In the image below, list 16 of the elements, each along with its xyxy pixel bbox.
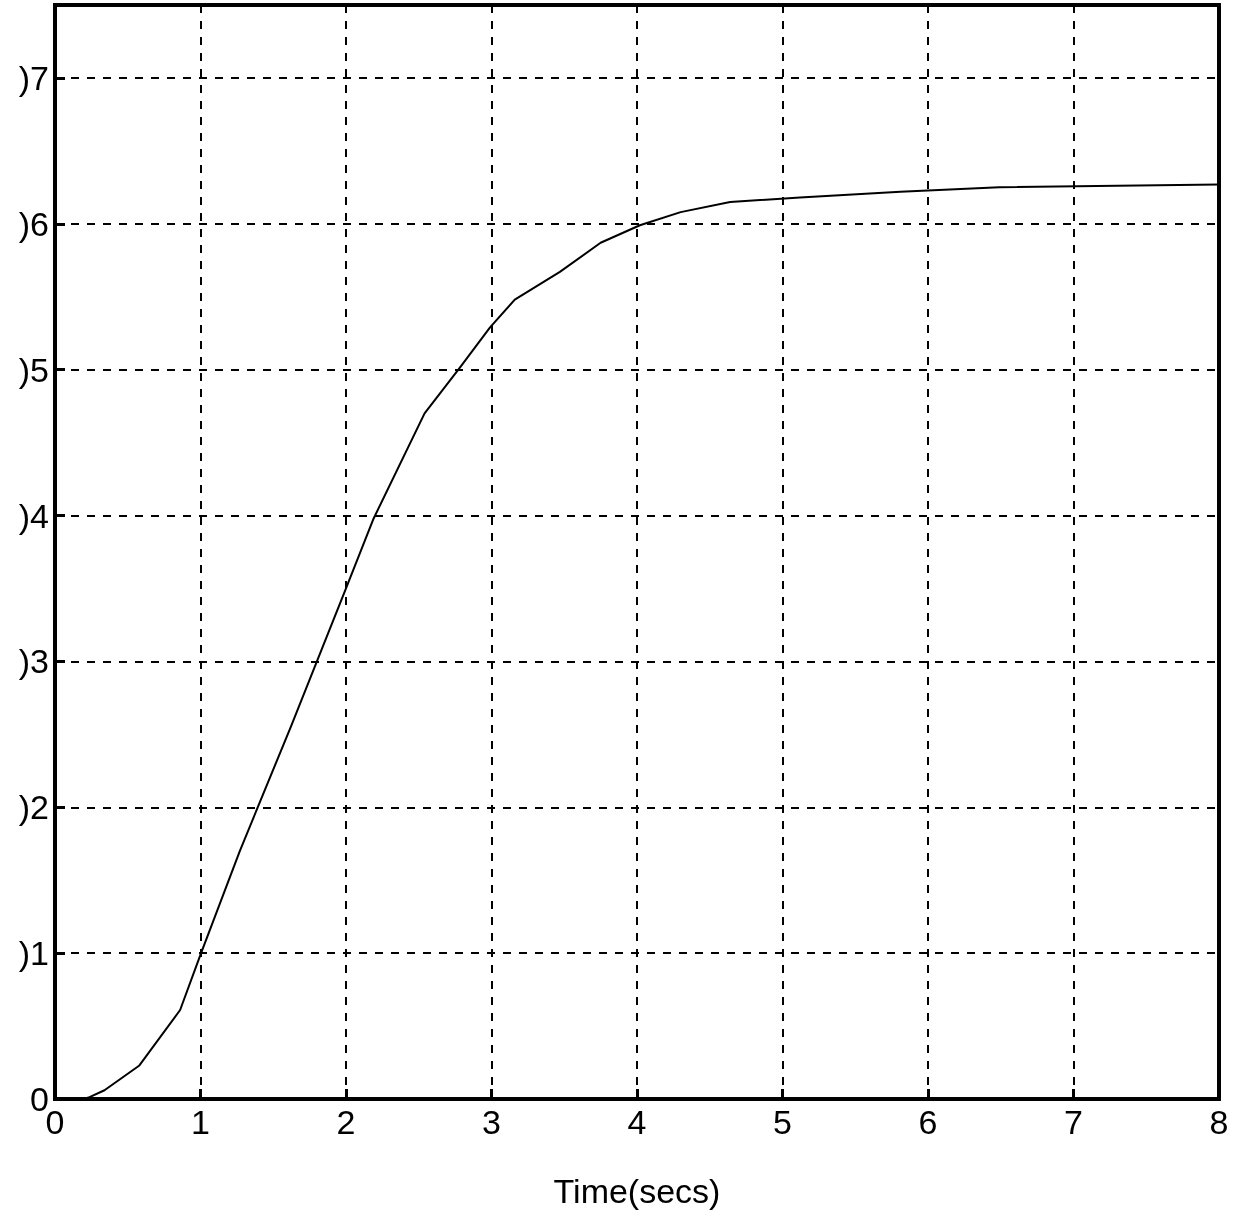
x-tick-label: 7 xyxy=(1064,1103,1083,1141)
x-tick-label: 5 xyxy=(773,1103,792,1141)
y-tick-label: )5 xyxy=(18,350,49,389)
x-axis-title: Time(secs) xyxy=(553,1172,721,1210)
y-tick-label: )2 xyxy=(18,788,49,827)
y-tick-label: )1 xyxy=(18,934,49,973)
x-tick-label: 4 xyxy=(627,1103,647,1141)
y-tick-label: )6 xyxy=(18,204,49,243)
x-tick-label: 1 xyxy=(191,1103,210,1141)
x-tick-label: 2 xyxy=(336,1103,356,1141)
x-tick-label: 8 xyxy=(1209,1103,1229,1141)
x-tick-label: 6 xyxy=(918,1103,938,1141)
x-tick-label: 3 xyxy=(482,1103,501,1141)
y-tick-label: )7 xyxy=(18,58,49,97)
y-tick-label: )3 xyxy=(18,642,49,681)
y-tick-label: )4 xyxy=(18,496,49,535)
